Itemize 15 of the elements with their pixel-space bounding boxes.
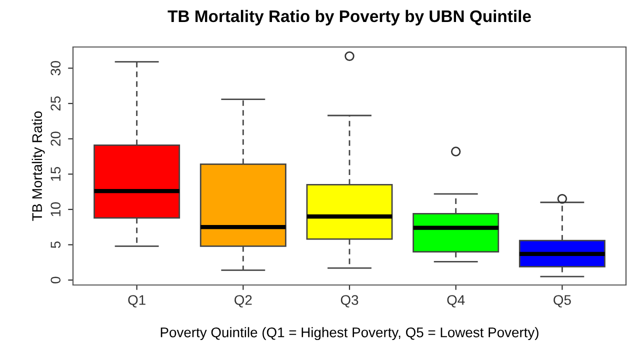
- x-tick-label: Q5: [554, 295, 571, 308]
- y-tick-label: 30: [50, 61, 61, 76]
- y-tick-label: 25: [50, 96, 61, 111]
- x-tick-label: Q2: [234, 295, 252, 308]
- y-tick-label: 20: [50, 132, 61, 146]
- chart-title: TB Mortality Ratio by Poverty by UBN Quintile: [168, 10, 531, 26]
- x-tick-label: Q4: [447, 295, 465, 308]
- y-axis-title: TB Mortality Ratio: [32, 111, 45, 221]
- x-axis-title: Poverty Quintile (Q1 = Highest Poverty, Q5 = Lowest Poverty): [160, 327, 538, 340]
- y-tick-label: 0: [50, 276, 61, 284]
- y-tick-label: 5: [50, 241, 61, 248]
- x-tick-label: Q1: [128, 295, 146, 308]
- x-tick-label: Q3: [340, 295, 358, 308]
- y-tick-label: 10: [50, 202, 61, 216]
- y-tick-label: 15: [50, 166, 61, 181]
